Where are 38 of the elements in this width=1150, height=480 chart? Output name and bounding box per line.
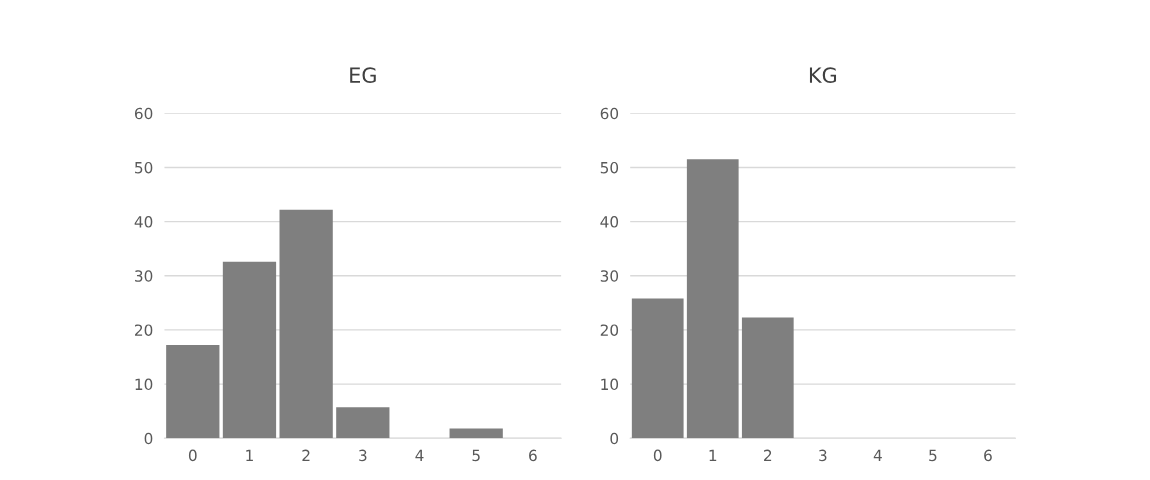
x-tick-label: 5 [472,449,480,462]
y-tick-label: 30 [600,270,619,282]
x-tick-label: 4 [873,449,882,461]
bar [279,209,333,439]
bar [686,159,739,439]
y-tick-label: 0 [144,432,153,445]
bar [631,298,684,439]
bar [166,345,220,439]
chart-title: KG [809,67,837,84]
x-tick-label: 3 [819,449,827,462]
x-tick-label: 0 [188,449,197,462]
y-tick-label: 40 [600,216,619,228]
x-tick-label: 6 [529,449,537,462]
x-tick-label: 1 [709,449,717,461]
y-tick-label: 60 [600,107,619,120]
y-tick-label: 20 [600,324,619,336]
x-tick-label: 3 [359,449,367,462]
x-tick-label: 2 [302,449,310,461]
y-tick-label: 40 [134,216,153,228]
y-tick-label: 10 [135,378,153,391]
x-tick-label: 4 [415,449,424,461]
x-tick-label: 1 [246,449,253,461]
bar [741,317,794,439]
y-tick-label: 60 [134,107,153,120]
bar [222,261,277,439]
x-tick-label: 2 [764,449,772,461]
bar [449,428,503,439]
x-tick-label: 6 [984,449,992,462]
y-tick-label: 50 [135,161,153,174]
y-tick-label: 30 [135,270,153,282]
x-tick-label: 0 [653,449,662,462]
y-tick-label: 0 [610,432,619,445]
y-tick-label: 10 [601,378,619,391]
chart-title: EG [350,67,376,84]
x-tick-label: 5 [929,449,937,462]
y-tick-label: 20 [135,324,153,336]
bar [336,407,390,439]
y-tick-label: 50 [600,161,619,174]
